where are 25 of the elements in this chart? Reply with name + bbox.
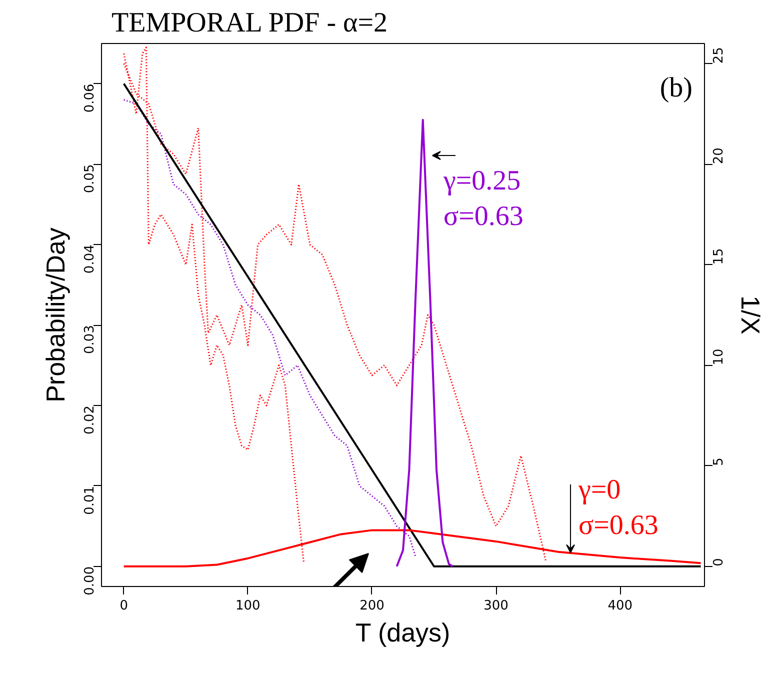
- y2-axis-title: 1/X: [736, 295, 766, 335]
- y-axis-title: Probability/Day: [40, 228, 70, 402]
- y2-tick-label: 20: [712, 148, 726, 164]
- y-tick-label: 0.06: [82, 84, 98, 113]
- y2-tick-label: 25: [712, 47, 726, 64]
- y-tick-label: 0.02: [82, 405, 98, 434]
- x-axis-title: T (days): [355, 618, 450, 648]
- chart-title: TEMPORAL PDF - α=2: [112, 8, 388, 38]
- annotation: γ=0.25 σ=0.63: [442, 166, 524, 232]
- y-tick-label: 0.01: [82, 486, 98, 515]
- x-tick-label: 300: [484, 598, 508, 614]
- y-tick-label: 0.00: [82, 566, 98, 596]
- y2-tick-label: 0: [712, 558, 726, 566]
- x-tick-label: 200: [360, 598, 384, 614]
- y-tick-label: 0.05: [82, 164, 98, 194]
- y2-tick-label: 5: [712, 458, 726, 466]
- x-tick-label: 400: [608, 598, 633, 614]
- x-tick-label: 100: [236, 598, 260, 614]
- annotation: (b): [660, 72, 693, 104]
- annotation: γ=0 σ=0.63: [578, 474, 658, 541]
- y2-tick-label: 15: [712, 248, 726, 265]
- y-tick-label: 0.03: [82, 325, 98, 354]
- x-tick-label: 0: [120, 598, 128, 614]
- y-tick-label: 0.04: [82, 244, 98, 274]
- y2-tick-label: 10: [712, 348, 726, 366]
